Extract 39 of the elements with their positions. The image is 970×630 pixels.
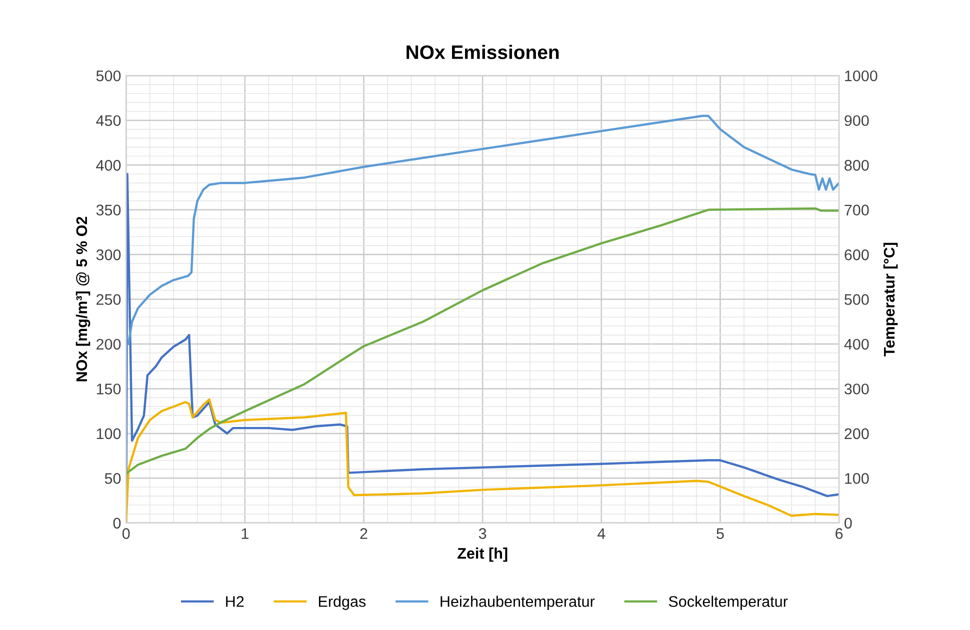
y2-tick-label: 200	[844, 428, 869, 440]
x-tick-label: 5	[716, 528, 724, 539]
x-tick-label: 2	[360, 528, 368, 539]
x-axis-title: Zeit [h]	[458, 548, 508, 562]
y2-tick-label: 1000	[845, 70, 878, 82]
x-tick-label: 0	[122, 528, 130, 539]
y2-tick-label: 800	[844, 160, 869, 171]
legend-label: H2	[226, 596, 244, 607]
line-series	[127, 114, 840, 346]
y2-tick-label: 300	[844, 384, 869, 394]
y-tick-label: 350	[96, 204, 121, 216]
y2-tick-label: 600	[844, 249, 869, 260]
y-tick-label: 250	[96, 294, 121, 305]
y-axis-title: NOx [mg/m³] @ 5 % O2	[76, 216, 90, 382]
line-series	[126, 207, 840, 475]
y2-tick-label: 0	[844, 518, 852, 529]
legend-label: Heizhaubentemperatur	[440, 596, 595, 610]
y2-tick-label: 400	[844, 338, 869, 350]
y2-tick-label: 700	[844, 204, 869, 216]
y2-axis-title: Temperatur [°C]	[883, 242, 898, 356]
y-tick-label: 100	[96, 428, 121, 440]
y-tick-label: 300	[96, 249, 121, 260]
x-tick-label: 6	[836, 528, 843, 539]
chart-title: NOx Emissionen	[406, 44, 559, 60]
x-tick-label: 4	[598, 528, 606, 539]
y-tick-label: 0	[113, 518, 121, 529]
y-tick-label: 150	[96, 384, 121, 394]
y-tick-label: 450	[96, 115, 121, 126]
y-tick-label: 200	[96, 338, 121, 350]
y-tick-label: 400	[96, 160, 121, 171]
legend-label: Erdgas	[318, 596, 366, 610]
y-tick-label: 50	[104, 473, 121, 484]
x-tick-label: 1	[242, 528, 248, 539]
legend-label: Sockeltemperatur	[668, 596, 788, 610]
y2-tick-label: 900	[844, 115, 869, 126]
y-tick-label: 500	[96, 70, 121, 82]
y2-tick-label: 500	[844, 294, 869, 305]
y2-tick-label: 100	[845, 473, 869, 484]
x-tick-label: 3	[478, 528, 486, 539]
